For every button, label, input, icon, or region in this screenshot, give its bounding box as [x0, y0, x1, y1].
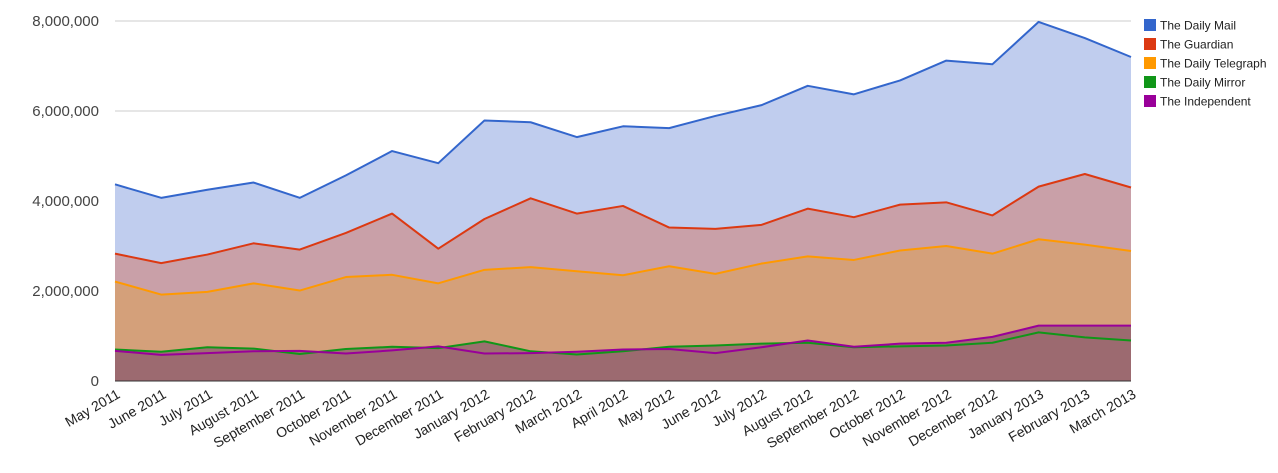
legend-label: The Daily Mirror — [1160, 76, 1245, 90]
y-tick-label: 0 — [91, 373, 99, 390]
area-fills — [115, 21, 1131, 382]
legend-swatch — [1144, 19, 1156, 31]
legend: The Daily Mail The Guardian The Daily Tele… — [1144, 19, 1267, 109]
series-lines — [114, 20, 1132, 356]
line-the-independent — [114, 324, 1131, 356]
line-the-guardian — [114, 173, 1132, 265]
legend-swatch — [1144, 38, 1156, 50]
y-tick-label: 2,000,000 — [32, 283, 99, 300]
legend-label: The Daily Telegraph — [1160, 57, 1267, 71]
legend-swatch — [1144, 95, 1156, 107]
legend-label: The Independent — [1160, 95, 1251, 109]
legend-label: The Daily Mail — [1160, 19, 1236, 33]
y-axis: 0 2,000,000 4,000,000 6,000,000 8,000,000 — [32, 13, 99, 390]
y-tick-label: 4,000,000 — [32, 193, 99, 210]
legend-swatch — [1144, 57, 1156, 69]
line-the-daily-mirror — [114, 331, 1132, 356]
legend-swatch — [1144, 76, 1156, 88]
line-the-daily-mail — [114, 20, 1132, 199]
line-the-daily-telegraph — [114, 238, 1132, 296]
legend-label: The Guardian — [1160, 38, 1233, 52]
area-the-independent — [115, 325, 1131, 381]
y-tick-label: 6,000,000 — [32, 103, 99, 120]
y-tick-label: 8,000,000 — [32, 13, 99, 30]
